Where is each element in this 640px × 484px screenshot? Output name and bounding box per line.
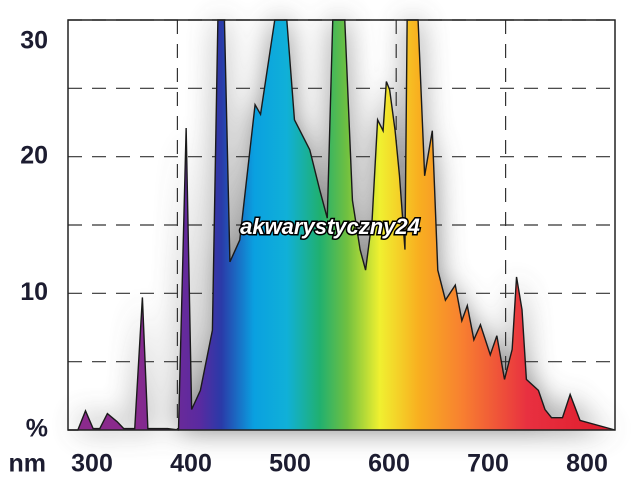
x-tick-label: 600 [368,450,410,478]
x-tick-label: 400 [170,450,212,478]
y-tick-label: 10 [20,278,48,306]
y-axis-label: % [26,415,48,443]
watermark: akwarystyczny24 [240,214,420,239]
x-tick-label: 500 [269,450,311,478]
spectrum-outline [68,19,616,431]
x-tick-label: 800 [566,450,608,478]
x-tick-label: 700 [467,450,509,478]
plot-frame [67,19,616,431]
x-axis-label: nm [9,450,47,478]
y-tick-label: 20 [20,141,48,169]
spectrum-area [68,20,615,430]
y-tick-label: 30 [20,27,48,55]
x-tick-label: 300 [71,450,113,478]
